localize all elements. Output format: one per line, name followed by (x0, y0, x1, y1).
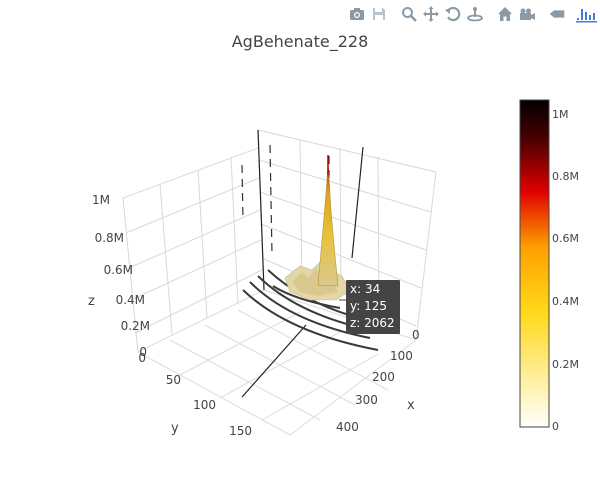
grid-floor (137, 289, 417, 436)
y-tick-label: 150 (229, 424, 252, 438)
colorbar-gradient (519, 99, 550, 428)
x-axis-title: x (407, 398, 415, 413)
download-png-button[interactable] (346, 4, 368, 24)
colorbar-tick-label: 0.8M (552, 170, 579, 183)
y-tick-label: 0 (138, 351, 146, 365)
reset-camera-button[interactable] (494, 4, 516, 24)
y-axis: 0 50 100 150 y (138, 351, 252, 438)
hover-tooltip: x: 34 y: 125 z: 2062 (346, 280, 400, 334)
surface-peak (317, 155, 339, 287)
turntable-button[interactable] (464, 4, 486, 24)
z-tick-label: 0.6M (104, 263, 133, 277)
colorbar: 1M 0.8M 0.6M 0.4M 0.2M 0 (519, 99, 579, 433)
z-axis: 1M 0.8M 0.6M 0.4M 0.2M 0 z (88, 193, 150, 359)
grid-wall-right (257, 129, 437, 341)
colorbar-tick-label: 0 (552, 420, 559, 433)
y-tick-label: 100 (193, 398, 216, 412)
colorbar-tick-label: 0.2M (552, 358, 579, 371)
modebar-group-camera (494, 4, 538, 24)
y-axis-title: y (171, 421, 179, 436)
x-tick-label: 0 (412, 328, 420, 342)
pan-button[interactable] (420, 4, 442, 24)
zoom-button[interactable] (398, 4, 420, 24)
orbit-rotate-icon (445, 6, 461, 22)
z-axis-title: z (88, 294, 95, 309)
plotly-logo-icon (576, 9, 597, 23)
toggle-hover-button[interactable] (546, 4, 568, 24)
hover-z: z: 2062 (350, 316, 395, 330)
hover-y: y: 125 (350, 299, 387, 313)
colorbar-tick-label: 0.4M (552, 295, 579, 308)
zoom-icon (402, 7, 417, 22)
colorbar-tick-label: 0.6M (552, 232, 579, 245)
x-tick-label: 400 (336, 420, 359, 434)
home-icon (498, 7, 512, 21)
pan-icon (423, 6, 439, 22)
x-tick-label: 200 (372, 370, 395, 384)
z-tick-label: 1M (92, 193, 110, 207)
y-tick-label: 50 (166, 373, 181, 387)
camera-view-icon (520, 8, 535, 20)
x-tick-label: 100 (390, 349, 413, 363)
modebar-group-export (346, 4, 390, 24)
plot-title: AgBehenate_228 (231, 32, 369, 51)
hover-x: x: 34 (350, 282, 381, 296)
surface-base (284, 261, 351, 301)
z-tick-label: 0.8M (95, 231, 124, 245)
z-tick-label: 0.2M (121, 319, 150, 333)
z-tick-label: 0.4M (116, 293, 145, 307)
x-axis: 0 100 200 300 400 x (336, 328, 420, 434)
modebar-group-drag (398, 4, 486, 24)
last-camera-button[interactable] (516, 4, 538, 24)
orbit-button[interactable] (442, 4, 464, 24)
camera-icon (350, 8, 364, 20)
modebar (338, 4, 598, 24)
save-button[interactable] (368, 4, 390, 24)
modebar-group-logo (576, 4, 598, 24)
plotly-logo[interactable] (576, 4, 598, 24)
dashed-lines (241, 144, 330, 256)
save-icon (373, 8, 385, 20)
axis-edges (241, 129, 364, 398)
z-tick-label: 0 (139, 345, 147, 359)
hover-tag-icon (549, 10, 565, 18)
turntable-icon (467, 7, 483, 22)
colorbar-tick-label: 1M (552, 108, 569, 121)
modebar-group-hover (546, 4, 568, 24)
x-tick-label: 300 (355, 393, 378, 407)
